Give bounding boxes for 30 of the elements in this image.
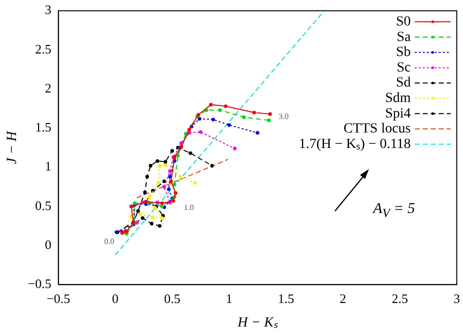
legend-label: Sd <box>396 76 411 91</box>
x-tick-label: 2 <box>340 290 346 306</box>
y-tick-label: 0 <box>44 236 52 252</box>
x-tick-label: 0.5 <box>164 290 180 306</box>
legend-label: 1.7(H − Kₛ) − 0.118 <box>298 136 411 152</box>
legend-label: Sa <box>396 30 412 45</box>
legend-label: Sc <box>396 60 411 76</box>
y-tick-label: 3 <box>44 2 52 18</box>
legend-label: Sdm <box>385 90 411 106</box>
x-tick-label: 1.5 <box>278 290 294 306</box>
x-tick-label: 2.5 <box>392 290 408 306</box>
legend-label: S0 <box>396 14 411 30</box>
x-tick-label: 1 <box>226 290 232 306</box>
y-tick-label: 2.5 <box>35 41 52 56</box>
legend-label: Sb <box>396 45 411 60</box>
y-tick-label: −0.5 <box>28 276 52 292</box>
x-tick-label: 3 <box>454 290 460 306</box>
y-tick-label: 0.5 <box>35 198 52 213</box>
legend-label: Spi4 <box>385 106 411 122</box>
annotation: 3.0 <box>278 112 289 122</box>
y-axis-title: J − H <box>5 130 20 164</box>
annotation: A$_{V}$ = 5 <box>373 201 416 220</box>
annotation: 0.0 <box>104 237 114 246</box>
y-tick-label: 1 <box>44 158 52 174</box>
x-tick-label: 0 <box>112 290 119 306</box>
y-tick-label: 2 <box>44 80 52 96</box>
legend-label: CTTS locus <box>343 122 411 137</box>
annotation: 1.0 <box>184 202 194 212</box>
x-axis-title: H − Kₛ <box>236 315 279 330</box>
y-tick-label: 1.5 <box>35 120 52 135</box>
